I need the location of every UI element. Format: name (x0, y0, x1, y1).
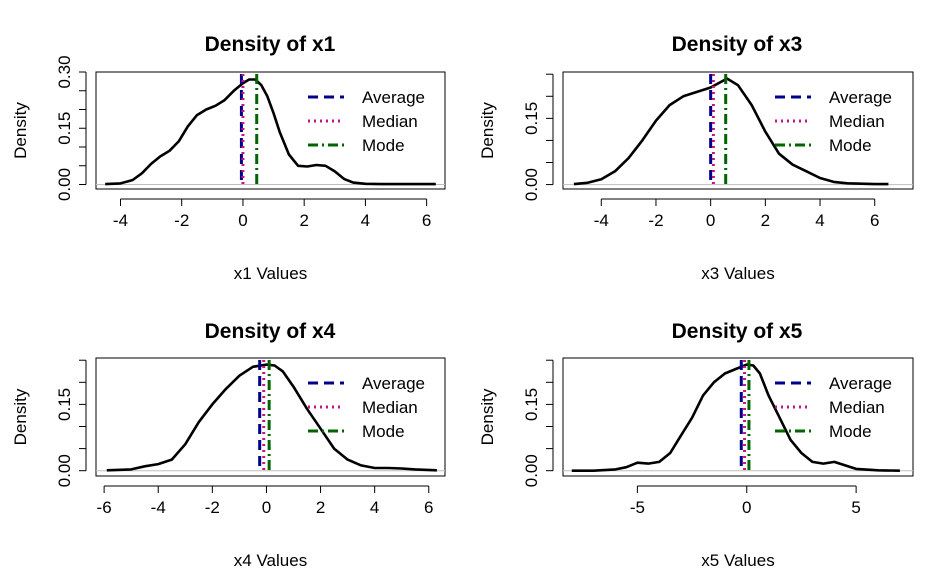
density-panel-3: Density of x4 x4 Values Density -6 -4 -2 0 2 4 6 0… (11, 320, 446, 570)
x-tick-label: 6 (422, 211, 431, 230)
y-tick-label: 0.00 (55, 454, 74, 487)
density-curve (105, 78, 436, 186)
x-axis-label: x3 Values (701, 264, 774, 283)
y-tick-label: 0.00 (522, 454, 541, 487)
chart-title: Density of x3 (672, 33, 803, 56)
legend-label-median: Median (362, 112, 418, 131)
x-tick-label: -2 (174, 211, 189, 230)
x-tick-label: 4 (815, 211, 824, 230)
x-axis-label: x4 Values (234, 551, 307, 570)
density-panel-1: Density of x1 x1 Values Density -4 -2 0 2 4 6 0.0… (11, 33, 446, 283)
x-tick-label: -4 (113, 211, 128, 230)
legend-label-average: Average (829, 88, 892, 107)
legend-label-average: Average (362, 88, 425, 107)
x-tick-label: 4 (361, 211, 370, 230)
legend-label-mode: Mode (362, 136, 405, 155)
y-tick-label: 0.15 (522, 102, 541, 135)
plot-frame (562, 71, 914, 190)
legend-label-mode: Mode (829, 422, 872, 441)
legend-label-mode: Mode (362, 422, 405, 441)
chart-title: Density of x4 (205, 320, 336, 343)
x-tick-label: -4 (151, 498, 166, 517)
x-tick-label: -4 (594, 211, 609, 230)
x-tick-label: 5 (851, 498, 860, 517)
plot-frame (562, 357, 914, 477)
y-tick-label: 0.15 (55, 112, 74, 145)
y-tick-label: 0.00 (55, 168, 74, 201)
legend-label-median: Median (829, 112, 885, 131)
x-tick-label: 6 (424, 498, 433, 517)
y-tick-label: 0.30 (55, 55, 74, 88)
x-tick-label: 0 (238, 211, 247, 230)
x-tick-label: -2 (205, 498, 220, 517)
x-tick-label: 0 (262, 498, 271, 517)
y-axis-label: Density (478, 388, 497, 445)
x-tick-label: 4 (370, 498, 379, 517)
density-panel-4: Density of x5 x5 Values Density -5 0 5 0.00 0.1… (478, 320, 914, 570)
x-tick-label: 0 (742, 498, 751, 517)
x-axis-label: x5 Values (701, 551, 774, 570)
y-tick-label: 0.15 (55, 388, 74, 421)
plot-frame (95, 71, 446, 190)
x-tick-label: 6 (870, 211, 879, 230)
y-tick-label: 0.00 (522, 168, 541, 201)
y-tick-label: 0.15 (522, 388, 541, 421)
x-axis-label: x1 Values (234, 264, 307, 283)
y-axis-label: Density (478, 102, 497, 159)
x-tick-label: -5 (630, 498, 645, 517)
x-tick-label: -6 (97, 498, 112, 517)
x-tick-label: 2 (299, 211, 308, 230)
legend-label-median: Median (829, 398, 885, 417)
chart-title: Density of x1 (205, 33, 336, 56)
density-panel-2: Density of x3 x3 Values Density -4 -2 0 2 4 6 0.0… (478, 33, 914, 283)
legend: Average Median Mode (308, 374, 425, 441)
x-tick-label: 2 (761, 211, 770, 230)
x-tick-label: -2 (648, 211, 663, 230)
plot-frame (95, 357, 446, 477)
legend: Average Median Mode (775, 374, 892, 441)
legend-label-mode: Mode (829, 136, 872, 155)
y-axis-label: Density (11, 388, 30, 445)
x-tick-label: 2 (316, 498, 325, 517)
legend-label-average: Average (362, 374, 425, 393)
legend-label-average: Average (829, 374, 892, 393)
density-curve (106, 363, 437, 472)
x-tick-label: 0 (706, 211, 715, 230)
legend-label-median: Median (362, 398, 418, 417)
legend: Average Median Mode (308, 88, 425, 155)
legend: Average Median Mode (775, 88, 892, 155)
y-axis-label: Density (11, 102, 30, 159)
chart-title: Density of x5 (672, 320, 803, 343)
